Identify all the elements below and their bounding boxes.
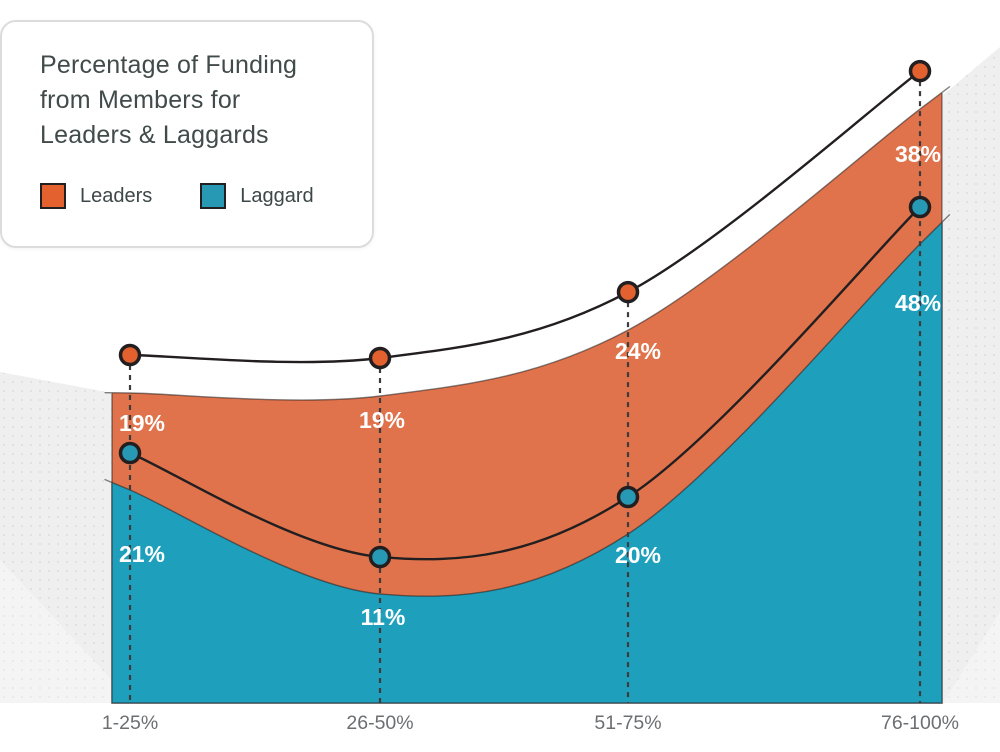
background-left-highlight [0, 560, 112, 703]
laggard-point-marker [368, 545, 392, 569]
leaders-swatch [40, 183, 66, 209]
laggard-value-label: 48% [895, 290, 941, 316]
legend-item-leaders: Leaders [40, 183, 152, 209]
legend-label-laggard: Laggard [240, 184, 314, 207]
title-card: Percentage of Funding from Members for L… [0, 20, 374, 248]
x-axis-label: 26-50% [346, 712, 413, 734]
laggard-point-marker [616, 485, 640, 509]
legend-item-laggard: Laggard [200, 183, 314, 209]
leaders-point-marker [368, 346, 392, 370]
laggard-value-label: 20% [615, 542, 661, 568]
background-right-texture [943, 47, 1000, 703]
background-left-texture [0, 372, 112, 703]
x-axis-label: 1-25% [102, 712, 158, 734]
laggard-line [129, 206, 921, 561]
laggard-value-label: 11% [361, 604, 406, 630]
leaders-value-label: 19% [119, 410, 165, 436]
leaders-value-label: 19% [359, 407, 405, 433]
leaders-point-marker [118, 343, 142, 367]
laggard-swatch [200, 183, 227, 209]
chart-title-line: from Members for [40, 86, 241, 114]
laggard-point-marker [118, 441, 142, 465]
laggard-value-label: 21% [119, 541, 165, 567]
leaders-point-marker [616, 280, 640, 304]
laggard-point-marker [908, 195, 932, 219]
x-axis-label: 76-100% [881, 712, 959, 734]
legend: Leaders Laggard [40, 183, 372, 209]
laggard-area [104, 214, 951, 704]
leaders-value-label: 24% [615, 338, 661, 364]
leaders-point-marker [908, 59, 932, 83]
leaders-line [129, 70, 921, 364]
chart-title-line: Percentage of Funding [40, 51, 298, 79]
chart-title: Percentage of Funding from Members for L… [40, 48, 372, 153]
legend-label-leaders: Leaders [80, 184, 153, 207]
leaders-value-label: 38% [895, 141, 941, 167]
chart-title-line: Leaders & Laggards [40, 121, 269, 149]
x-axis-label: 51-75% [594, 712, 661, 734]
background-right-highlight [943, 612, 1000, 703]
